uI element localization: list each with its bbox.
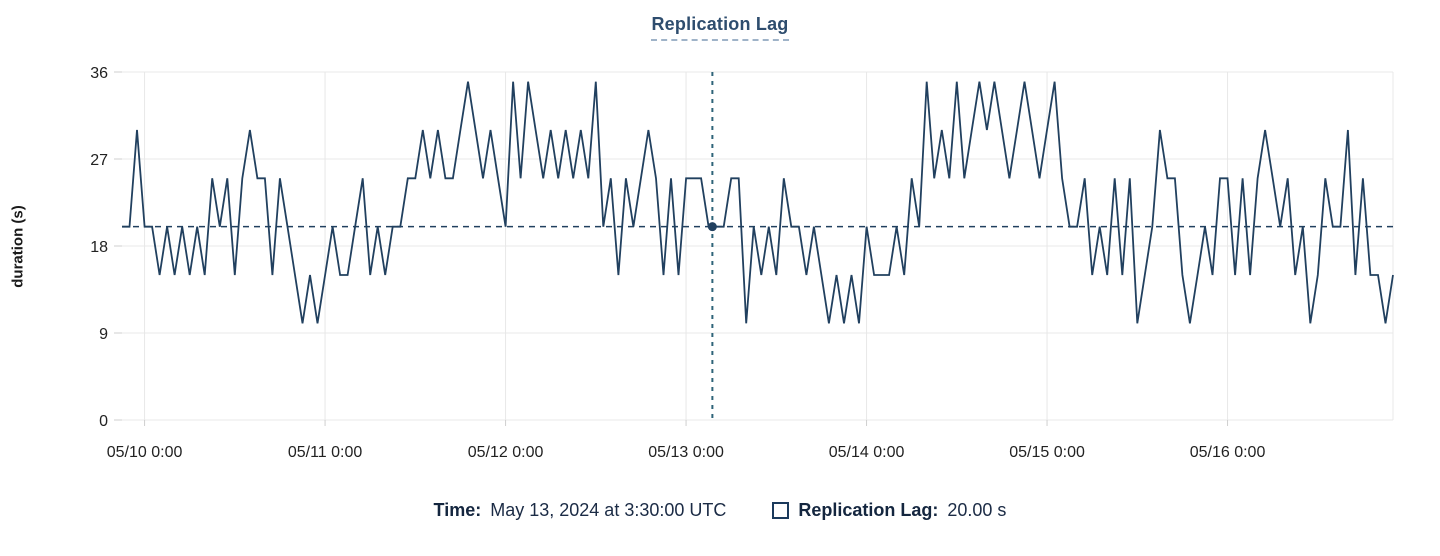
plot-canvas[interactable]: 0 9 18 27 36 05/10 0:00 05/11 0:00 05/12 0:00 05… (0, 0, 1440, 480)
x-tick-label: 05/13 0:00 (648, 444, 724, 461)
x-tick-label: 05/15 0:00 (1009, 444, 1085, 461)
crosshair-point (707, 222, 717, 232)
y-tick-label: 36 (90, 65, 108, 82)
x-tick-label: 05/14 0:00 (829, 444, 905, 461)
series-value: 20.00 s (947, 500, 1007, 520)
chart-title[interactable]: Replication Lag (651, 14, 789, 41)
y-axis-label: duration (s) (9, 205, 27, 288)
chart-header: Replication Lag (0, 14, 1440, 41)
x-tick-label: 05/10 0:00 (107, 444, 183, 461)
x-tick-label: 05/16 0:00 (1190, 444, 1266, 461)
legend-item-replication-lag[interactable]: Replication Lag: 20.00 s (772, 500, 1006, 521)
y-tick-label: 9 (99, 326, 108, 343)
y-tick-label: 18 (90, 239, 108, 256)
series-label: Replication Lag: (798, 500, 939, 520)
y-tick-label: 27 (90, 152, 108, 169)
y-tick-label: 0 (99, 413, 108, 430)
time-label: Time: (433, 500, 482, 520)
hover-readout: Time: May 13, 2024 at 3:30:00 UTC Replic… (0, 500, 1440, 521)
x-tick-label: 05/12 0:00 (468, 444, 544, 461)
replication-lag-chart: duration (s) 0 9 18 27 36 05/10 0:00 05/11 0:0… (0, 0, 1440, 480)
x-tick-label: 05/11 0:00 (288, 444, 363, 461)
time-value: May 13, 2024 at 3:30:00 UTC (490, 500, 727, 520)
replication-lag-series (122, 81, 1394, 324)
series-swatch-icon (772, 502, 790, 519)
